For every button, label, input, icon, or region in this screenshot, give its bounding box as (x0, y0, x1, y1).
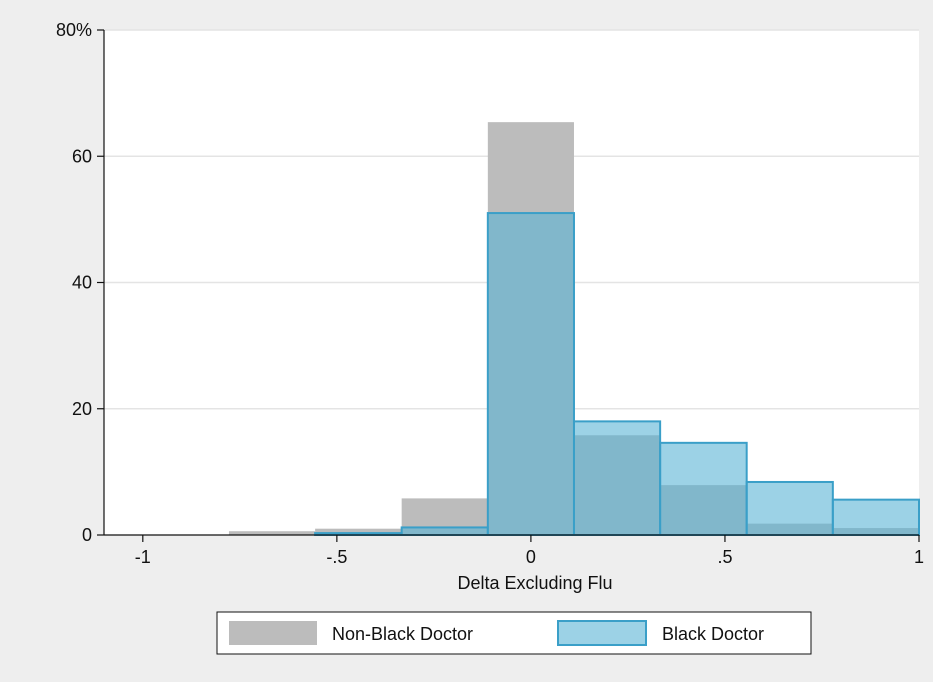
bar-black-doctor (486, 212, 575, 536)
legend-label-black-doctor: Black Doctor (662, 624, 764, 644)
x-axis-title: Delta Excluding Flu (457, 573, 612, 593)
bars (228, 122, 920, 537)
y-tick-label: 80% (56, 20, 92, 40)
bar-black-doctor (831, 498, 920, 536)
x-tick-label: 0 (526, 547, 536, 567)
x-tick-label: -.5 (326, 547, 347, 567)
y-tick-label: 60 (72, 146, 92, 166)
bar-black-doctor (572, 420, 662, 536)
legend-swatch-non-black-doctor (229, 621, 317, 645)
y-tick-label: 20 (72, 399, 92, 419)
legend-swatch-black-doctor (557, 620, 647, 646)
bar-non-black-doctor (228, 531, 316, 535)
y-tick-label: 40 (72, 273, 92, 293)
x-tick-label: .5 (717, 547, 732, 567)
legend-label-non-black-doctor: Non-Black Doctor (332, 624, 473, 644)
bar-non-black-doctor (315, 528, 402, 535)
bar-black-doctor (400, 526, 489, 536)
x-tick-label: -1 (135, 547, 151, 567)
x-tick-label: 1 (914, 547, 924, 567)
axes: 0 20 40 60 80% -1 -.5 0 .5 1 (56, 20, 924, 567)
y-tick-label: 0 (82, 525, 92, 545)
bar-black-doctor (659, 441, 748, 536)
bar-black-doctor (745, 480, 834, 537)
legend: Non-Black Doctor Black Doctor (216, 611, 812, 655)
